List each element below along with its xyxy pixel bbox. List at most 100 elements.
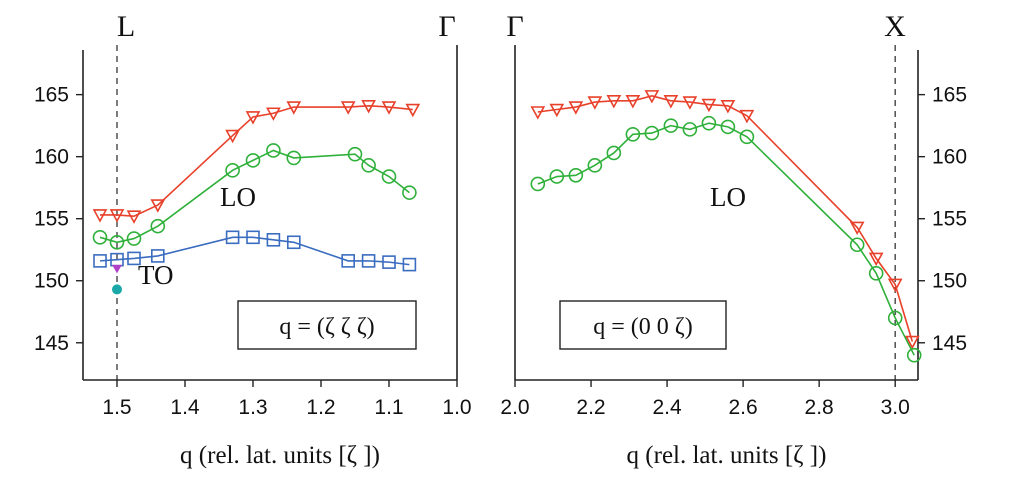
- data-point-triangle: [126, 210, 142, 224]
- data-point-circle: [126, 231, 142, 246]
- x-tick-label: 1.0: [442, 396, 471, 419]
- data-point-square: [286, 235, 301, 250]
- x-tick-label: 1.1: [374, 396, 403, 419]
- x-axis-label: q (rel. lat. units [ζ ]): [180, 442, 380, 469]
- series-line: [537, 122, 915, 356]
- data-point-triangle: [568, 101, 584, 115]
- annotation-LO: LO: [710, 182, 746, 212]
- series-line: [99, 149, 410, 244]
- data-point-circle: [644, 125, 660, 141]
- data-point-circle: [361, 158, 376, 173]
- q-direction-box: [237, 300, 417, 350]
- data-point-square: [402, 257, 417, 272]
- data-point-circle: [868, 265, 884, 281]
- data-point-triangle: [112, 264, 122, 274]
- left-panel-zeta-zeta-zeta: L Γ q (rel. lat. units [ζ ]) LO TO 1.5 1.…: [34, 10, 472, 469]
- series-line: [537, 95, 914, 342]
- data-point-triangle: [868, 252, 884, 267]
- data-point-square: [361, 254, 376, 268]
- data-point-circle: [225, 163, 240, 178]
- x-tick-label: 2.0: [500, 396, 529, 419]
- data-point-circle: [701, 115, 717, 131]
- data-point-triangle: [245, 111, 261, 125]
- data-point-triangle: [225, 129, 240, 144]
- y-tick-label: 145: [34, 332, 69, 355]
- data-point-circle: [849, 237, 865, 253]
- data-point-triangle: [663, 95, 679, 109]
- data-point-square: [266, 232, 281, 247]
- data-point-triangle: [405, 103, 421, 118]
- y-tick-label: 155: [34, 208, 69, 231]
- data-point-circle: [266, 143, 281, 158]
- data-point-square: [127, 251, 141, 266]
- y-tick-label: 165: [34, 84, 69, 107]
- data-point-circle: [682, 122, 698, 137]
- data-point-circle: [625, 127, 641, 142]
- data-point-triangle: [266, 107, 281, 121]
- data-point-square: [151, 249, 165, 263]
- y-tick-label: 150: [34, 270, 69, 293]
- x-tick-label: 2.2: [576, 396, 605, 419]
- data-point-triangle: [286, 101, 302, 115]
- data-point-triangle: [92, 209, 108, 223]
- data-point-circle: [347, 146, 363, 162]
- data-point-circle: [286, 150, 302, 166]
- data-point-triangle: [109, 209, 125, 223]
- data-point-triangle: [606, 95, 622, 109]
- y-tick-label: 145: [932, 332, 967, 355]
- data-point-circle: [739, 129, 755, 145]
- x-axis-label: q (rel. lat. units [ζ ]): [627, 442, 827, 469]
- x-tick-label: 1.4: [170, 396, 200, 419]
- data-point-triangle: [587, 96, 603, 110]
- x-tick-label: 1.2: [306, 396, 335, 419]
- data-point-circle: [887, 310, 903, 326]
- data-point-triangle: [381, 101, 397, 115]
- top-label-X: X: [884, 10, 906, 43]
- top-label-gamma: Γ: [506, 10, 523, 43]
- data-point-square: [382, 255, 396, 269]
- top-label-gamma: Γ: [438, 10, 455, 43]
- data-point-square: [93, 254, 107, 268]
- data-point-square: [225, 230, 240, 245]
- data-point-triangle: [720, 99, 736, 114]
- data-point-triangle: [530, 106, 546, 120]
- data-point-circle: [109, 234, 125, 250]
- data-point-circle: [587, 158, 603, 173]
- q-direction-box: [559, 300, 727, 350]
- q-direction-label: q = (0 0 ζ): [593, 314, 692, 340]
- data-point-circle: [606, 145, 622, 161]
- x-tick-label: 1.5: [102, 396, 131, 419]
- x-tick-label: 1.3: [238, 396, 267, 419]
- y-tick-label: 150: [932, 270, 967, 293]
- annotation-LO: LO: [220, 182, 256, 212]
- data-point-circle: [530, 176, 546, 192]
- x-tick-label: 2.8: [805, 396, 834, 419]
- data-point-triangle: [682, 96, 698, 110]
- data-point-triangle: [340, 101, 356, 115]
- data-point-triangle: [739, 109, 755, 124]
- q-direction-label: q = (ζ ζ ζ): [279, 314, 374, 340]
- data-point-triangle: [701, 98, 717, 113]
- data-point-triangle: [150, 199, 166, 213]
- data-point-circle: [402, 185, 417, 200]
- data-point-circle: [549, 169, 565, 184]
- data-point-triangle: [549, 103, 565, 118]
- data-point-triangle: [644, 90, 660, 104]
- y-tick-label: 160: [932, 146, 967, 169]
- data-point-triangle: [849, 221, 865, 236]
- x-tick-label: 2.4: [652, 396, 682, 419]
- y-tick-label: 155: [932, 208, 967, 231]
- data-point-triangle: [904, 335, 920, 350]
- data-point-triangle: [625, 95, 641, 109]
- data-point-square: [341, 254, 356, 268]
- data-point-circle: [245, 153, 261, 168]
- data-point-triangle: [887, 278, 903, 293]
- annotation-TO: TO: [138, 260, 174, 290]
- x-tick-label: 3.0: [881, 396, 910, 419]
- data-point-circle: [663, 118, 679, 133]
- x-tick-label: 2.6: [729, 396, 758, 419]
- right-panel-0-0-zeta: Γ X q (rel. lat. units [ζ ]) LO 2.0 2.2 2.…: [500, 10, 967, 469]
- data-point-square: [246, 230, 260, 245]
- data-point-circle: [906, 347, 922, 363]
